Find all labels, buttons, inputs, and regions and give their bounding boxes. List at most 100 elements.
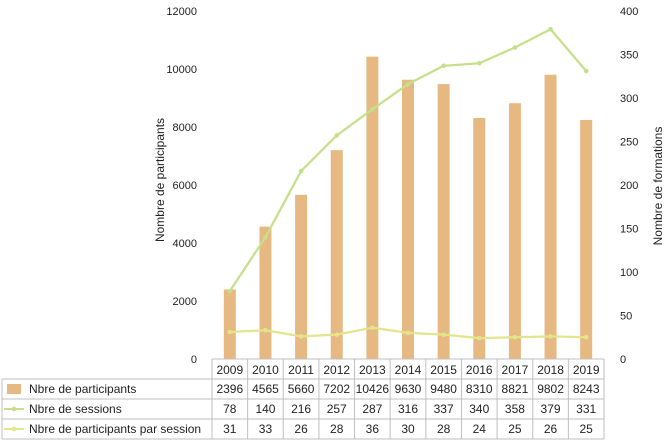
line-point xyxy=(476,335,482,341)
line-point xyxy=(227,288,233,294)
bar-series xyxy=(223,56,593,360)
table-cell: 2396 xyxy=(216,382,243,396)
table-cell: 78 xyxy=(223,402,237,416)
table-cell: 25 xyxy=(508,422,522,436)
left-tick-label: 10000 xyxy=(166,64,197,76)
right-tick-label: 50 xyxy=(620,311,632,323)
table-cell: 26 xyxy=(544,422,558,436)
category-label: 2009 xyxy=(216,363,243,377)
line-point xyxy=(441,63,446,69)
category-label: 2016 xyxy=(466,363,493,377)
left-tick-label: 4000 xyxy=(173,238,197,250)
bar xyxy=(473,118,486,359)
table-cell: 10426 xyxy=(356,382,390,396)
table-cell: 4565 xyxy=(252,382,279,396)
right-tick-label: 0 xyxy=(620,354,626,366)
line-point xyxy=(298,334,304,339)
table-cell: 7202 xyxy=(323,382,350,396)
legend-label: Nbre de participants par session xyxy=(29,422,201,436)
table-cell: 8821 xyxy=(502,382,529,396)
legend-swatch xyxy=(7,384,21,394)
table-cell: 140 xyxy=(255,402,275,416)
category-label: 2014 xyxy=(395,363,422,377)
bar xyxy=(330,150,343,359)
line-point xyxy=(548,334,553,339)
legend-label: Nbre de participants xyxy=(29,382,136,396)
left-tick-label: 6000 xyxy=(173,180,197,192)
table-cell: 216 xyxy=(291,402,311,416)
line-point xyxy=(405,330,411,336)
table-cell: 340 xyxy=(469,402,489,416)
line-point xyxy=(405,81,411,87)
bar xyxy=(259,226,272,359)
line-point xyxy=(512,45,518,50)
table-cell: 31 xyxy=(223,422,237,436)
table-cell: 30 xyxy=(401,422,415,436)
left-tick-label: 2000 xyxy=(173,296,197,308)
bar xyxy=(544,74,557,359)
legend-marker xyxy=(11,426,17,432)
legend-label: Nbre de sessions xyxy=(29,402,122,416)
table-cell: 26 xyxy=(294,422,308,436)
table-cell: 28 xyxy=(437,422,451,436)
bar xyxy=(366,56,379,360)
table-cell: 28 xyxy=(330,422,344,436)
table-cell: 331 xyxy=(576,402,596,416)
right-axis-label: Nombre de formations xyxy=(651,127,665,246)
right-axis-ticks: 0 50 100 150 200 250 300 350 400 xyxy=(620,6,638,366)
bar xyxy=(580,119,593,359)
table-cell: 257 xyxy=(327,402,347,416)
bar xyxy=(223,289,236,359)
table-cell: 25 xyxy=(580,422,594,436)
bar xyxy=(295,194,308,359)
left-tick-label: 0 xyxy=(191,354,197,366)
table-cell: 5660 xyxy=(288,382,315,396)
category-label: 2015 xyxy=(430,363,457,377)
line-point xyxy=(548,26,553,32)
table-cell: 9480 xyxy=(430,382,457,396)
line-point xyxy=(263,234,268,240)
right-tick-label: 300 xyxy=(620,93,638,105)
table-cell: 9630 xyxy=(395,382,422,396)
data-table: 2009 2010 2011 2012 2013 2014 2015 2016 2017 2018… xyxy=(1,358,605,440)
category-label: 2013 xyxy=(359,363,386,377)
line-point xyxy=(370,107,375,112)
right-tick-label: 100 xyxy=(620,267,638,279)
line-point xyxy=(476,60,482,66)
table-cell: 8310 xyxy=(466,382,493,396)
right-tick-label: 200 xyxy=(620,180,638,192)
category-label: 2018 xyxy=(537,363,564,377)
line-point xyxy=(334,332,340,337)
category-label: 2019 xyxy=(573,363,600,377)
table-cell: 9802 xyxy=(537,382,564,396)
category-label: 2017 xyxy=(502,363,529,377)
right-tick-label: 150 xyxy=(620,224,638,236)
line-point xyxy=(334,133,340,138)
line-point xyxy=(583,334,589,340)
line-point xyxy=(441,332,446,337)
category-label: 2011 xyxy=(288,363,314,377)
bar xyxy=(508,103,521,359)
bar xyxy=(437,84,450,359)
table-cell: 33 xyxy=(259,422,273,436)
right-tick-label: 400 xyxy=(620,6,638,18)
line-series xyxy=(227,26,589,341)
table-cell: 316 xyxy=(398,402,418,416)
table-cell: 379 xyxy=(541,402,561,416)
table-cell: 24 xyxy=(473,422,487,436)
bar xyxy=(402,79,414,359)
line-point xyxy=(298,168,304,174)
line-point xyxy=(370,325,375,330)
line-point xyxy=(512,334,518,340)
category-label: 2012 xyxy=(323,363,350,377)
table-cell: 358 xyxy=(505,402,525,416)
left-axis-label: Nombre de participants xyxy=(153,118,167,242)
table-cell: 287 xyxy=(362,402,382,416)
line-point xyxy=(227,329,233,335)
table-cell: 8243 xyxy=(573,382,600,396)
left-tick-label: 8000 xyxy=(173,122,197,134)
right-tick-label: 350 xyxy=(620,50,638,62)
legend-marker xyxy=(11,406,17,412)
category-label: 2010 xyxy=(252,363,279,377)
